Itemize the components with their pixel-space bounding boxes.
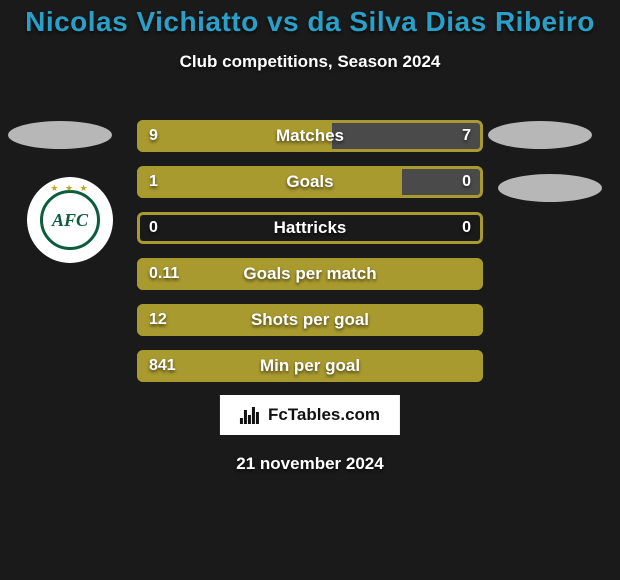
stats-bars: Matches97 Goals10 Hattricks00 Goals per mat… <box>137 120 483 396</box>
date-line: 21 november 2024 <box>0 454 620 474</box>
stat-row: Shots per goal12 <box>137 304 483 336</box>
stat-row: Matches97 <box>137 120 483 152</box>
stat-row: Goals10 <box>137 166 483 198</box>
stat-row: Hattricks00 <box>137 212 483 244</box>
badge-stars-icon: ★ ★ ★ <box>50 183 89 194</box>
stat-row: Goals per match0.11 <box>137 258 483 290</box>
stat-row: Min per goal841 <box>137 350 483 382</box>
player-ellipse-left <box>8 121 112 149</box>
club-badge: ★ ★ ★ AFC <box>27 177 113 263</box>
bar-chart-icon <box>240 406 262 424</box>
subtitle: Club competitions, Season 2024 <box>0 52 620 72</box>
badge-monogram: AFC <box>52 211 88 229</box>
page-title: Nicolas Vichiatto vs da Silva Dias Ribei… <box>0 0 620 38</box>
player-ellipse-right-top <box>488 121 592 149</box>
player-ellipse-right-bottom <box>498 174 602 202</box>
watermark-text: FcTables.com <box>268 405 380 425</box>
watermark: FcTables.com <box>220 395 400 435</box>
